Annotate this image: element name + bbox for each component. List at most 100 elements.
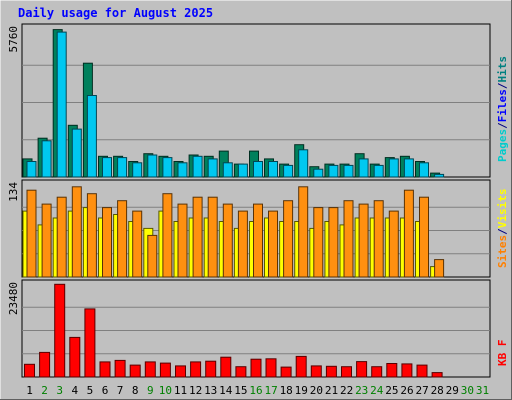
bar-sites-day-14 <box>222 203 233 278</box>
bar-sites-day-21 <box>328 207 339 278</box>
bar-sites-day-25 <box>388 210 399 278</box>
bar-files-day-6 <box>102 157 112 178</box>
bar-sites-day-20 <box>313 207 324 278</box>
chart-panels: 5760 Pages/Files/Hits 134 Sites / Visits 23480… <box>7 23 509 378</box>
series-files <box>26 31 445 178</box>
bar-files-day-20 <box>313 168 324 178</box>
bar-kb-f-day-22 <box>341 366 352 378</box>
bar-files-day-24 <box>373 164 384 178</box>
bar-files-day-9 <box>147 154 158 178</box>
bar-sites-day-1 <box>26 189 37 278</box>
bar-kb-f-day-7 <box>114 359 126 378</box>
y-max-label: 23480 <box>7 282 20 315</box>
series-axis-label: KB F <box>496 340 509 367</box>
bar-kb-f-day-24 <box>371 366 383 378</box>
x-tick-label: 23 <box>355 384 368 397</box>
series-axis-label-part: Hits <box>496 56 509 83</box>
bar-kb-f-day-28 <box>431 372 443 378</box>
bar-kb-f-day-19 <box>295 355 307 378</box>
x-tick-label: 27 <box>415 384 428 397</box>
bar-sites-day-11 <box>177 203 188 278</box>
series-axis-label-part: / <box>496 122 509 129</box>
series-axis-label-part: Visits <box>496 189 509 229</box>
x-tick-label: 19 <box>295 384 308 397</box>
bar-files-day-22 <box>343 164 354 178</box>
x-axis-labels: 1 2 3 4 5 6 7 8 9 10 11 12 13 14 15 16 17 18 19 20 21 22 23 24 2… <box>26 384 489 397</box>
series-kb-f <box>24 283 443 378</box>
bar-sites-day-6 <box>102 207 112 278</box>
bar-sites-day-27 <box>419 196 429 278</box>
series-axis-label-part: Pages <box>496 129 509 162</box>
series-sites <box>26 186 445 278</box>
x-tick-label: 9 <box>147 384 154 397</box>
x-tick-label: 25 <box>385 384 398 397</box>
bar-files-day-10 <box>162 157 173 178</box>
bar-sites-day-9 <box>147 234 158 278</box>
bar-kb-f-day-15 <box>235 366 247 378</box>
bar-sites-day-15 <box>237 210 248 278</box>
x-tick-label: 20 <box>310 384 323 397</box>
bar-sites-day-26 <box>403 189 414 278</box>
y-max-label: 134 <box>7 182 20 202</box>
x-tick-label: 17 <box>264 384 277 397</box>
bar-sites-day-12 <box>192 196 203 278</box>
bar-files-day-1 <box>26 161 37 178</box>
bar-kb-f-day-17 <box>265 358 277 378</box>
bar-kb-f-day-12 <box>190 361 202 378</box>
bar-kb-f-day-10 <box>159 362 171 378</box>
x-tick-label: 5 <box>87 384 94 397</box>
bar-kb-f-day-21 <box>325 365 337 378</box>
bar-files-day-2 <box>41 140 52 178</box>
series-axis-label-part: KB F <box>496 340 509 367</box>
series-axis-label-part: Files <box>496 89 509 122</box>
x-tick-label: 24 <box>370 384 384 397</box>
series-axis-label-part: / <box>496 82 509 89</box>
bar-kb-f-day-13 <box>205 360 217 378</box>
bar-sites-day-2 <box>41 203 52 278</box>
x-tick-label: 4 <box>71 384 78 397</box>
bar-files-day-16 <box>253 161 263 178</box>
x-tick-label: 11 <box>174 384 187 397</box>
x-tick-label: 14 <box>219 384 233 397</box>
bar-files-day-27 <box>419 162 429 178</box>
x-tick-label: 26 <box>400 384 413 397</box>
bar-kb-f-day-14 <box>220 356 232 378</box>
bar-files-day-23 <box>358 158 369 178</box>
bar-kb-f-day-3 <box>54 283 66 378</box>
bar-sites-day-13 <box>207 196 218 278</box>
bar-kb-f-day-18 <box>280 366 292 378</box>
bar-kb-f-day-5 <box>84 308 96 378</box>
x-tick-label: 15 <box>234 384 247 397</box>
bar-files-day-26 <box>403 158 414 178</box>
bar-files-day-18 <box>283 164 294 178</box>
bar-files-day-3 <box>56 31 67 178</box>
bar-kb-f-day-27 <box>416 364 428 378</box>
bar-kb-f-day-20 <box>310 365 322 378</box>
panel-kbytes: 23480 KB F <box>7 279 509 378</box>
y-max-label: 5760 <box>7 26 20 53</box>
x-tick-label: 1 <box>26 384 33 397</box>
chart-title: Daily usage for August 2025 <box>18 6 213 20</box>
bar-kb-f-day-26 <box>401 363 413 378</box>
bar-kb-f-day-16 <box>250 358 262 378</box>
bar-files-day-12 <box>192 155 203 178</box>
bar-files-day-21 <box>328 164 339 178</box>
bar-kb-f-day-2 <box>39 351 51 378</box>
bar-kb-f-day-25 <box>386 363 398 378</box>
bar-sites-day-19 <box>298 186 309 278</box>
x-tick-label: 6 <box>102 384 109 397</box>
x-tick-label: 29 <box>446 384 459 397</box>
series-axis-label: Pages/Files/Hits <box>496 56 509 162</box>
bar-files-day-25 <box>388 158 399 178</box>
x-tick-label: 22 <box>340 384 353 397</box>
bar-files-day-13 <box>207 158 218 178</box>
bar-files-day-11 <box>177 162 188 178</box>
bar-sites-day-18 <box>283 200 294 278</box>
series-axis-label-part: Sites <box>496 235 509 268</box>
bar-files-day-17 <box>268 161 278 178</box>
x-tick-label: 8 <box>132 384 139 397</box>
bar-files-day-5 <box>86 95 97 178</box>
bar-sites-day-4 <box>71 186 82 278</box>
